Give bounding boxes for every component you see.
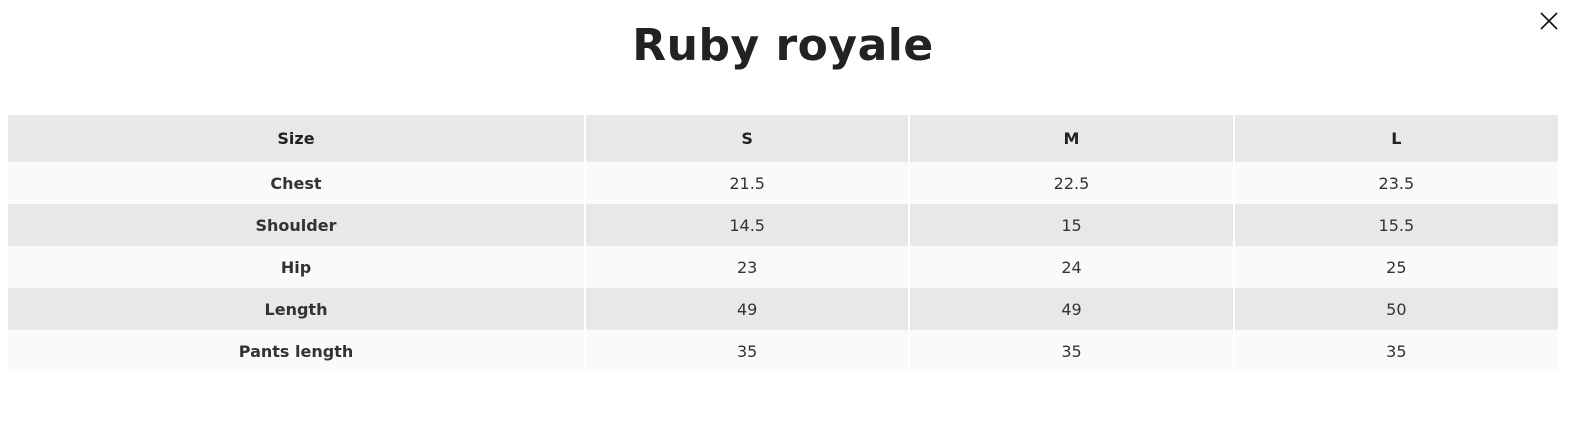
size-chart-table: Size S M L Chest 21.5 22.5 23.5 Shoulder 14.5… [8,115,1558,372]
table-row: Hip 23 24 25 [8,246,1558,288]
close-icon[interactable] [1538,10,1560,32]
cell-value: 25 [1232,246,1558,288]
table-row: Pants length 35 35 35 [8,330,1558,372]
table-row: Chest 21.5 22.5 23.5 [8,162,1558,204]
cell-value: 14.5 [583,204,910,246]
row-label: Chest [270,173,322,193]
close-button[interactable] [1538,10,1560,32]
cell-value: 24 [908,246,1234,288]
cell-value: 50 [1232,288,1558,330]
cell-value: 49 [583,288,910,330]
cell-value: 35 [1232,330,1558,372]
cell-value: 35 [908,330,1234,372]
cell-value: 23.5 [1232,162,1558,204]
row-label: Pants length [238,341,354,361]
header-size: Size [277,129,315,148]
row-label: Shoulder [255,215,337,235]
cell-value: 35 [583,330,910,372]
cell-value: 15 [908,204,1234,246]
page-title: Ruby royale [632,20,934,71]
header-m: M [908,115,1234,162]
cell-value: 23 [583,246,910,288]
row-label: Length [264,299,328,319]
cell-value: 15.5 [1232,204,1558,246]
header-s: S [583,115,910,162]
cell-value: 49 [908,288,1234,330]
row-label: Hip [280,257,312,277]
cell-value: 22.5 [908,162,1234,204]
cell-value: 21.5 [583,162,910,204]
table-header-row: Size S M L [8,115,1558,162]
header-l: L [1232,115,1558,162]
table-row: Length 49 49 50 [8,288,1558,330]
table-row: Shoulder 14.5 15 15.5 [8,204,1558,246]
